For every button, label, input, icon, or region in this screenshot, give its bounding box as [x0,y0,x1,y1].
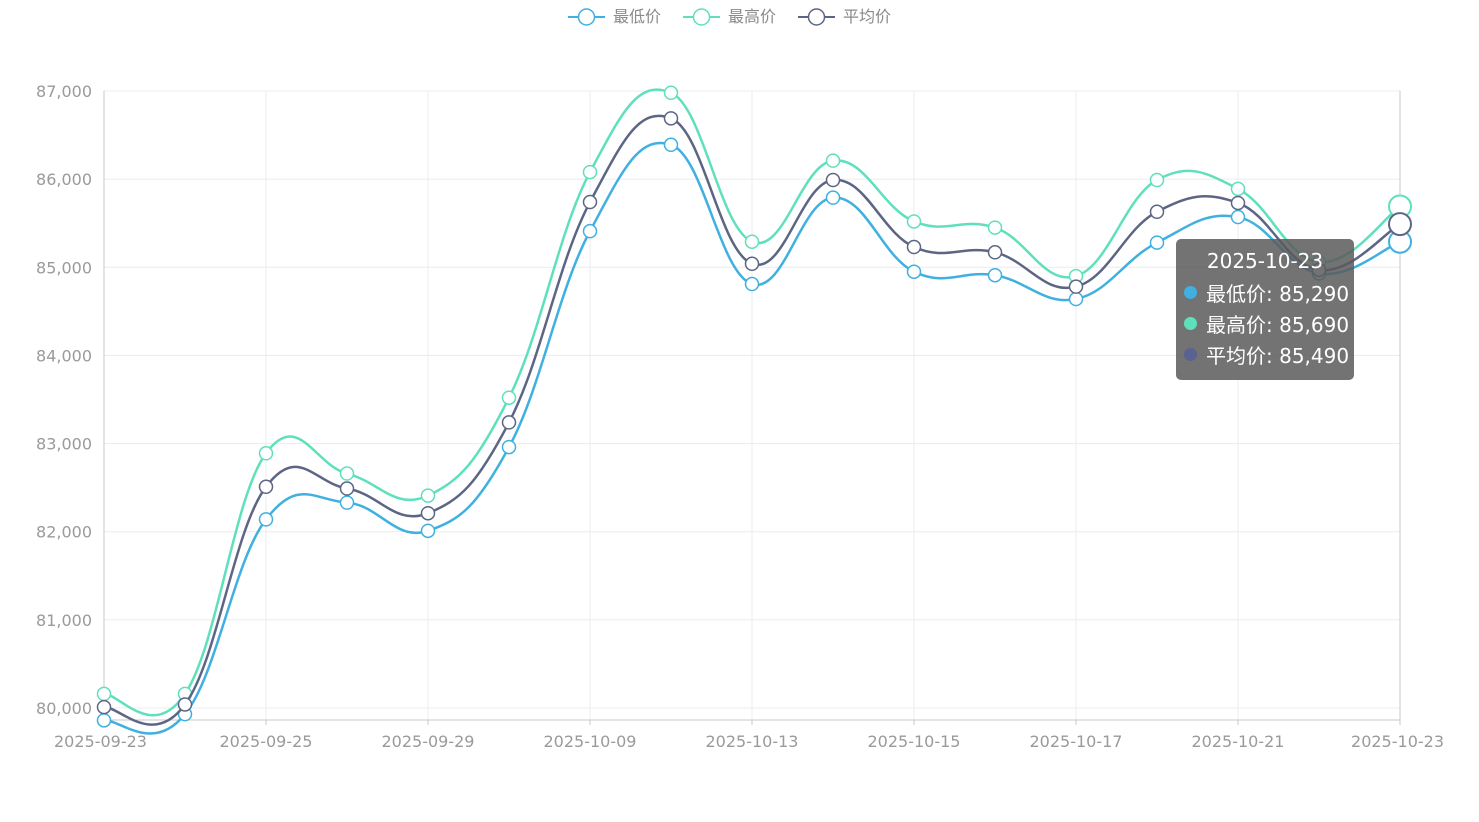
x-tick-label: 2025-10-13 [706,732,799,751]
data-point[interactable] [906,239,922,255]
x-axis-ticks: 2025-09-23 2025-09-25 2025-09-29 2025-10-09… [54,720,1444,751]
data-point[interactable] [987,245,1003,260]
tooltip-dot-min [1184,286,1197,299]
data-point[interactable] [825,153,841,168]
data-point[interactable] [501,439,517,455]
data-point[interactable] [906,264,922,279]
data-point[interactable] [1068,279,1084,294]
data-point[interactable] [1149,172,1165,188]
data-point[interactable] [1230,209,1246,225]
data-point[interactable] [339,481,355,496]
data-point[interactable] [1230,195,1246,211]
data-point[interactable] [582,223,598,239]
legend-label: 最高价 [728,7,776,26]
legend-label: 平均价 [843,7,891,26]
y-tick-label: 83,000 [36,435,92,454]
x-tick-label: 2025-09-23 [54,732,147,751]
legend-item-2[interactable]: 平均价 [798,7,891,26]
x-tick-label: 2025-10-17 [1030,732,1123,751]
y-tick-label: 84,000 [36,346,92,365]
data-point[interactable] [96,686,112,702]
data-point[interactable] [1149,204,1165,220]
data-point[interactable] [420,488,436,503]
y-tick-label: 80,000 [36,699,92,718]
data-point[interactable] [501,415,517,430]
data-point[interactable] [1149,235,1165,250]
data-point[interactable] [420,505,436,521]
data-point[interactable] [582,164,598,180]
x-tick-label: 2025-10-09 [544,732,637,751]
tooltip-row-avg: 平均价: 85,490 [1184,339,1354,370]
y-axis-ticks: 80,000 81,000 82,000 83,000 84,000 85,000 86,0… [36,82,92,718]
data-point[interactable] [744,256,760,272]
legend-label: 最低价 [613,7,661,26]
legend-item-0[interactable]: 最低价 [568,7,661,26]
x-tick-label: 2025-10-23 [1351,732,1444,751]
tooltip-dot-max [1184,317,1197,330]
tooltip-dot-avg [1184,348,1197,361]
series-1[interactable] [96,85,1412,717]
legend-item-1[interactable]: 最高价 [683,7,776,26]
tooltip-title: 2025-10-23 [1206,249,1324,273]
legend-marker [692,8,711,26]
data-point[interactable] [825,172,841,188]
chart-tooltip: 2025-10-23 最低价: 85,290 最高价: 85,690 平均价: … [1176,239,1354,380]
x-tick-label: 2025-10-15 [868,732,961,751]
data-point[interactable] [663,111,679,126]
data-point[interactable] [582,194,598,210]
data-point[interactable] [744,276,760,292]
data-point[interactable] [339,495,355,510]
data-point[interactable] [339,466,355,481]
chart-legend[interactable]: 最低价 最高价 平均价 [568,7,891,26]
data-point[interactable] [420,523,436,539]
y-tick-label: 85,000 [36,258,92,277]
tooltip-label-avg: 平均价: 85,490 [1206,344,1350,368]
data-point[interactable] [987,267,1003,283]
y-tick-label: 86,000 [36,170,92,189]
data-point[interactable] [1230,181,1246,197]
x-tick-label: 2025-10-21 [1192,732,1285,751]
data-point[interactable] [96,699,112,715]
data-point[interactable] [1388,212,1412,237]
data-point[interactable] [501,390,517,405]
data-point[interactable] [177,697,193,712]
data-point[interactable] [663,85,679,101]
data-point[interactable] [744,234,760,249]
data-point[interactable] [663,137,679,153]
chart-grid [104,90,1401,720]
data-point[interactable] [825,190,841,205]
data-point[interactable] [906,214,922,229]
y-tick-label: 87,000 [36,82,92,101]
series-0[interactable] [96,137,1412,735]
data-point[interactable] [258,446,274,461]
series-2[interactable] [96,111,1412,726]
x-tick-label: 2025-09-25 [220,732,313,751]
data-point[interactable] [1068,291,1084,307]
tooltip-row-min: 最低价: 85,290 [1184,277,1354,308]
x-tick-label: 2025-09-29 [382,732,475,751]
data-point[interactable] [258,512,274,527]
y-tick-label: 82,000 [36,523,92,542]
legend-marker [807,8,826,26]
tooltip-label-max: 最高价: 85,690 [1206,313,1350,337]
data-point[interactable] [987,220,1003,235]
data-point[interactable] [96,713,112,728]
tooltip-label-min: 最低价: 85,290 [1206,282,1350,306]
y-tick-label: 81,000 [36,611,92,630]
tooltip-row-max: 最高价: 85,690 [1184,308,1354,339]
chart-series[interactable] [96,85,1412,735]
data-point[interactable] [258,479,274,495]
legend-marker [577,8,596,26]
